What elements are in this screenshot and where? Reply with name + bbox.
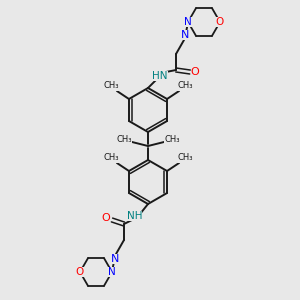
Text: CH₃: CH₃ xyxy=(177,82,193,91)
Text: CH₃: CH₃ xyxy=(177,154,193,163)
Text: N: N xyxy=(108,267,116,277)
Text: CH₃: CH₃ xyxy=(103,82,119,91)
Text: CH₃: CH₃ xyxy=(164,136,180,145)
Text: CH₃: CH₃ xyxy=(116,136,132,145)
Text: N: N xyxy=(184,17,192,27)
Text: N: N xyxy=(181,30,189,40)
Text: O: O xyxy=(76,267,84,277)
Text: CH₃: CH₃ xyxy=(103,154,119,163)
Text: NH: NH xyxy=(127,211,142,221)
Text: O: O xyxy=(190,67,200,77)
Text: HN: HN xyxy=(152,71,168,81)
Text: O: O xyxy=(216,17,224,27)
Text: N: N xyxy=(111,254,119,264)
Text: O: O xyxy=(102,213,110,223)
